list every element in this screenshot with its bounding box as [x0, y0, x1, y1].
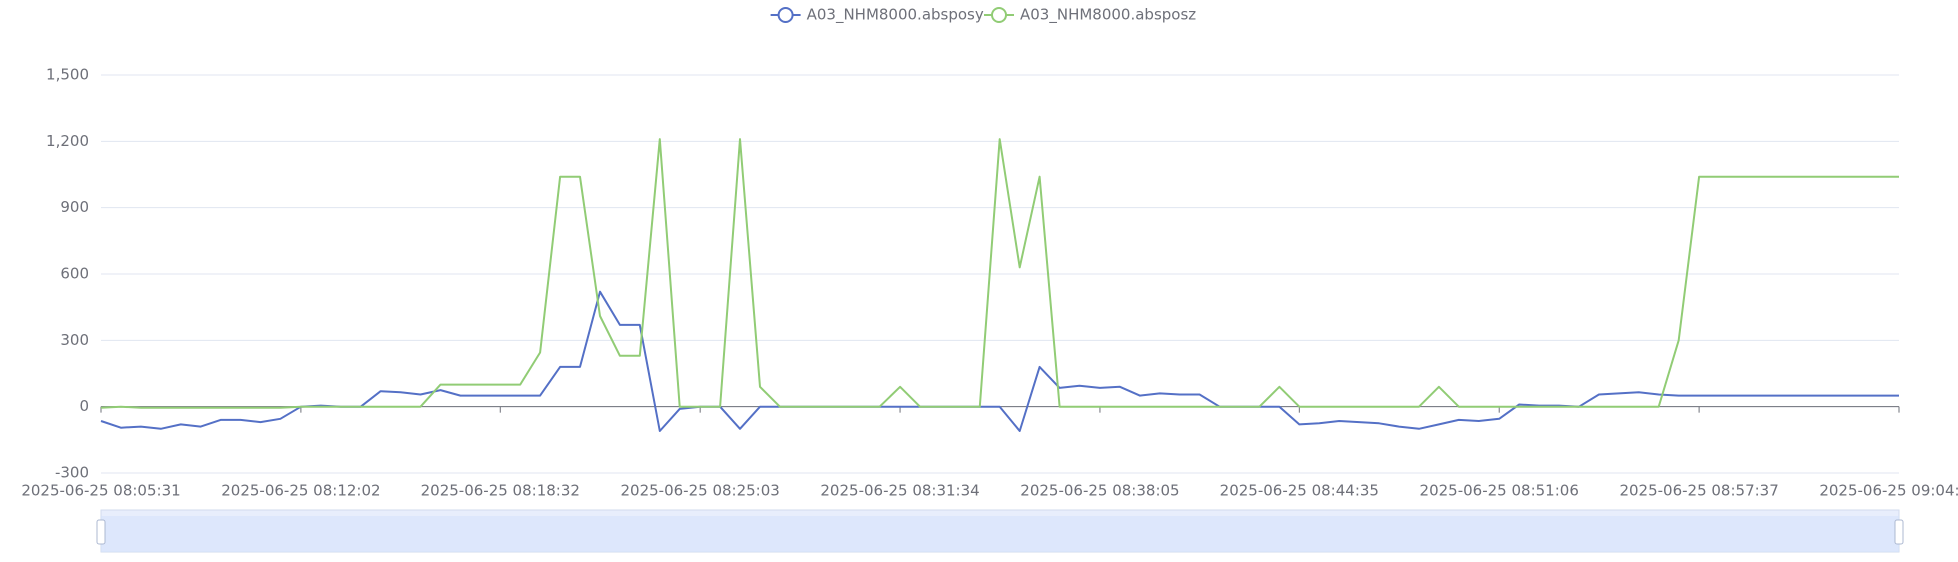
y-tick-label: 300: [60, 331, 89, 349]
x-tick-label: 2025-06-25 08:38:05: [1020, 482, 1179, 500]
data-zoom-slider[interactable]: [96, 509, 1904, 553]
y-tick-label: 900: [60, 198, 89, 216]
x-tick-label: 2025-06-25 08:44:35: [1220, 482, 1379, 500]
legend-symbol: [777, 7, 794, 23]
y-tick-label: 0: [79, 397, 89, 415]
x-tick-label: 2025-06-25 08:57:37: [1619, 482, 1778, 500]
slider-handle[interactable]: [96, 519, 106, 545]
legend-item[interactable]: A03_NHM8000.absposz: [984, 6, 1196, 25]
legend-label: A03_NHM8000.absposy: [807, 6, 984, 25]
x-tick-label: 2025-06-25 08:18:32: [421, 482, 580, 500]
slider-window: [101, 516, 1899, 552]
x-tick-label: 2025-06-25 08:31:34: [820, 482, 979, 500]
x-tick-label: 2025-06-25 08:51:06: [1420, 482, 1579, 500]
y-tick-label: -300: [55, 464, 89, 482]
y-tick-label: 600: [60, 265, 89, 283]
x-tick-label: 2025-06-25 08:25:03: [621, 482, 780, 500]
legend-symbol: [991, 7, 1007, 23]
x-tick-label: 2025-06-25 09:04:08: [1819, 482, 1958, 500]
y-tick-label: 1,500: [46, 66, 89, 84]
x-tick-label: 2025-06-25 08:05:31: [21, 482, 180, 500]
series-line: [100, 290, 1899, 432]
y-tick-label: 1,200: [46, 132, 89, 150]
slider-handle[interactable]: [1894, 519, 1904, 545]
legend-item[interactable]: A03_NHM8000.absposy: [770, 6, 984, 25]
series-line: [100, 138, 1899, 409]
legend-label: A03_NHM8000.absposz: [1020, 6, 1196, 25]
x-tick-label: 2025-06-25 08:12:02: [221, 482, 380, 500]
